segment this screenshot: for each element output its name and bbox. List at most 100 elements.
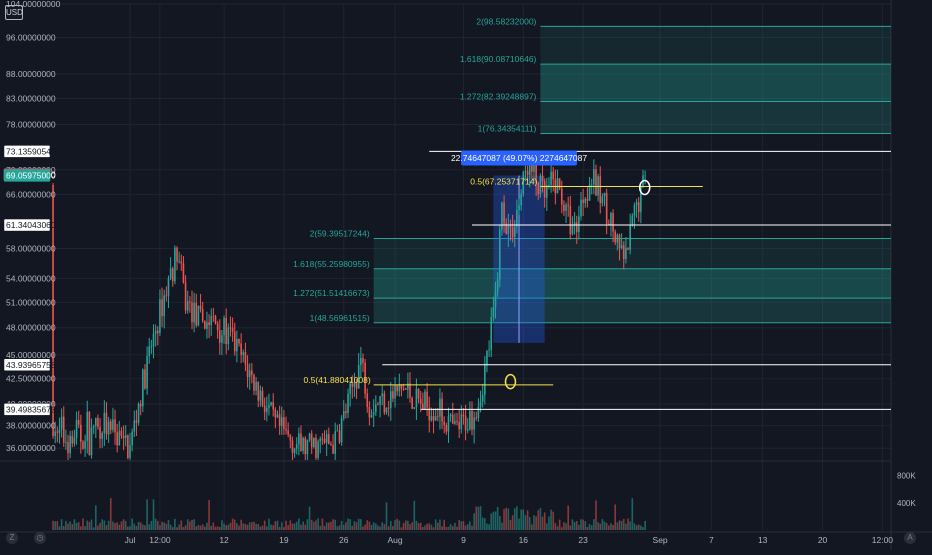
candle-body[interactable] <box>539 175 542 195</box>
candle-body[interactable] <box>475 417 478 419</box>
candle-body[interactable] <box>612 213 614 232</box>
candle-body[interactable] <box>610 213 612 225</box>
candle-body[interactable] <box>289 434 292 441</box>
candle-body[interactable] <box>511 227 514 237</box>
candle-body[interactable] <box>528 158 531 175</box>
candle-body[interactable] <box>131 431 133 446</box>
candle-body[interactable] <box>370 414 373 418</box>
candle-body[interactable] <box>109 421 112 430</box>
candle-body[interactable] <box>195 302 198 326</box>
candle-body[interactable] <box>447 416 450 432</box>
candle-body[interactable] <box>144 369 146 389</box>
candle-body[interactable] <box>569 205 572 235</box>
candle-body[interactable] <box>54 431 56 437</box>
candle-body[interactable] <box>543 181 546 198</box>
candle-body[interactable] <box>509 226 512 228</box>
candle-body[interactable] <box>323 438 326 443</box>
fib-upper-band[interactable] <box>540 101 891 134</box>
candle-body[interactable] <box>127 435 129 458</box>
candle-body[interactable] <box>227 327 230 345</box>
candle-body[interactable] <box>375 404 377 413</box>
candle-body[interactable] <box>261 390 264 406</box>
candle-body[interactable] <box>338 430 341 443</box>
candle-body[interactable] <box>430 416 433 421</box>
candle-body[interactable] <box>62 416 65 443</box>
candle-body[interactable] <box>469 410 471 430</box>
candle-body[interactable] <box>73 437 76 444</box>
candlestick-series[interactable] <box>52 153 646 460</box>
candle-body[interactable] <box>417 389 420 399</box>
candle-body[interactable] <box>201 308 204 322</box>
price-tag-bg[interactable] <box>3 358 51 372</box>
time-axis[interactable]: Jul 12:00 12 19 26 Aug 9 16 23 Sep 7 13 20 12:00 <box>125 535 894 545</box>
candle-body[interactable] <box>481 394 484 402</box>
candle-body[interactable] <box>251 370 253 375</box>
candle-body[interactable] <box>389 391 392 408</box>
candle-body[interactable] <box>332 445 334 454</box>
candle-body[interactable] <box>272 402 275 410</box>
candle-body[interactable] <box>571 225 574 235</box>
price-tag-label[interactable]: 69.05975000 <box>6 170 56 180</box>
candle-body[interactable] <box>90 427 93 456</box>
candle-body[interactable] <box>229 327 232 329</box>
candle-body[interactable] <box>558 178 561 189</box>
candle-body[interactable] <box>627 248 629 250</box>
candle-body[interactable] <box>486 350 488 366</box>
candle-body[interactable] <box>462 414 465 417</box>
candle-body[interactable] <box>327 434 330 445</box>
candle-body[interactable] <box>193 302 195 323</box>
candle-body[interactable] <box>535 165 537 183</box>
candle-body[interactable] <box>608 223 610 225</box>
candle-body[interactable] <box>372 412 375 415</box>
candle-body[interactable] <box>92 426 95 428</box>
candle-body[interactable] <box>214 316 217 324</box>
candle-body[interactable] <box>637 202 640 213</box>
candle-body[interactable] <box>441 398 443 422</box>
candle-body[interactable] <box>466 429 469 431</box>
candle-body[interactable] <box>552 171 555 180</box>
candle-body[interactable] <box>501 202 503 230</box>
candle-body[interactable] <box>216 323 219 331</box>
candle-body[interactable] <box>411 397 413 409</box>
price-tag-label[interactable]: 61.34043060 <box>6 220 56 230</box>
candle-body[interactable] <box>546 185 548 198</box>
candle-body[interactable] <box>524 171 527 173</box>
candle-body[interactable] <box>221 335 223 343</box>
candle-body[interactable] <box>266 407 268 413</box>
candle-body[interactable] <box>255 381 257 391</box>
price-tag-label[interactable]: 39.49835673 <box>6 404 56 414</box>
candle-body[interactable] <box>537 182 540 195</box>
candle-body[interactable] <box>460 414 463 430</box>
candle-body[interactable] <box>75 419 78 438</box>
candle-body[interactable] <box>97 417 99 427</box>
candle-body[interactable] <box>548 184 550 186</box>
candle-body[interactable] <box>129 445 131 458</box>
candle-body[interactable] <box>148 346 151 357</box>
candle-body[interactable] <box>280 417 283 426</box>
candle-body[interactable] <box>366 393 369 408</box>
candle-body[interactable] <box>231 327 234 332</box>
candle-body[interactable] <box>133 420 136 432</box>
candle-body[interactable] <box>142 369 144 407</box>
candle-body[interactable] <box>65 441 67 443</box>
candle-body[interactable] <box>174 247 176 282</box>
candle-body[interactable] <box>270 402 272 406</box>
candle-body[interactable] <box>434 416 437 421</box>
candle-body[interactable] <box>169 268 172 279</box>
candle-body[interactable] <box>152 333 155 347</box>
candle-body[interactable] <box>396 385 398 392</box>
candle-body[interactable] <box>492 307 495 318</box>
highlight-marker[interactable] <box>504 373 517 390</box>
candle-body[interactable] <box>189 301 191 303</box>
candle-body[interactable] <box>599 176 602 204</box>
candle-body[interactable] <box>633 204 636 216</box>
candle-body[interactable] <box>392 391 394 399</box>
candle-body[interactable] <box>622 245 625 260</box>
candle-body[interactable] <box>595 169 597 196</box>
candle-body[interactable] <box>409 383 411 398</box>
candle-body[interactable] <box>103 412 106 433</box>
candle-body[interactable] <box>422 403 424 410</box>
candle-body[interactable] <box>563 204 565 211</box>
candle-body[interactable] <box>360 358 362 366</box>
